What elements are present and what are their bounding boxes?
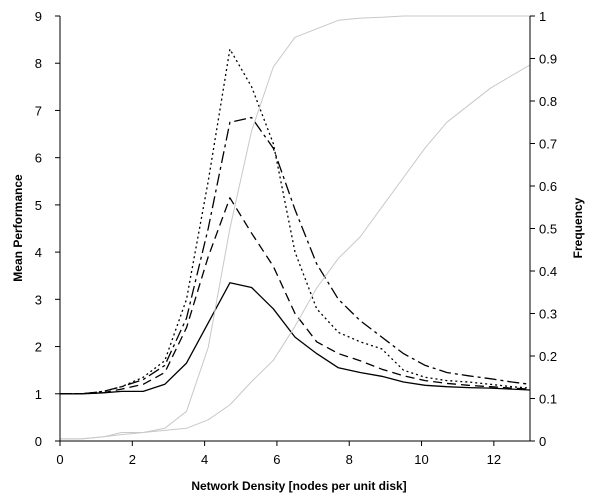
y-tick-label: 8: [35, 56, 42, 71]
y2-tick-label: 0.2: [539, 349, 557, 364]
y2-tick-label: 0.6: [539, 179, 557, 194]
y-tick-label: 5: [35, 198, 42, 213]
y2-tick-label: 0.9: [539, 52, 557, 67]
y-tick-label: 0: [35, 434, 42, 449]
y-tick-label: 3: [35, 292, 42, 307]
y-tick-label: 7: [35, 103, 42, 118]
y2-tick-label: 0.5: [539, 222, 557, 237]
series-line-2: [60, 197, 531, 395]
y2-tick-label: 0.8: [539, 94, 557, 109]
y-tick-label: 1: [35, 387, 42, 402]
x-tick-label: 6: [273, 452, 280, 467]
x-tick-label: 4: [201, 452, 208, 467]
axes-layer: 0 2 4 6 8 10 12012345678900.10.20.30.40.50.60.…: [35, 9, 557, 467]
series-line-5: [60, 15, 530, 440]
x-axis-title: Network Density [nodes per unit disk]: [191, 479, 406, 493]
y2-tick-label: 0.4: [539, 264, 557, 279]
y2-tick-label: 0.1: [539, 392, 557, 407]
y-tick-label: 6: [35, 151, 42, 166]
y-tick-label: 2: [35, 340, 42, 355]
x-tick-label: 10: [414, 452, 428, 467]
x-tick-label: 0: [56, 452, 63, 467]
series-line-4: [60, 48, 531, 395]
y-tick-label: 4: [35, 245, 42, 260]
y2-tick-label: 1: [539, 9, 546, 24]
series-line-3: [60, 116, 531, 395]
x-tick-label: 8: [346, 452, 353, 467]
y-tick-label: 9: [35, 9, 42, 24]
series-layer: [60, 15, 531, 440]
y2-tick-label: 0.7: [539, 137, 557, 152]
y2-tick-label: 0.3: [539, 307, 557, 322]
y2-tick-label: 0: [539, 434, 546, 449]
x-tick-label: 2: [129, 452, 136, 467]
series-line-1: [60, 282, 531, 395]
series-line-6: [60, 64, 531, 440]
y2-axis-title: Frequency: [571, 197, 585, 258]
y-axis-title: Mean Performance: [11, 174, 25, 282]
x-tick-label: 12: [487, 452, 501, 467]
